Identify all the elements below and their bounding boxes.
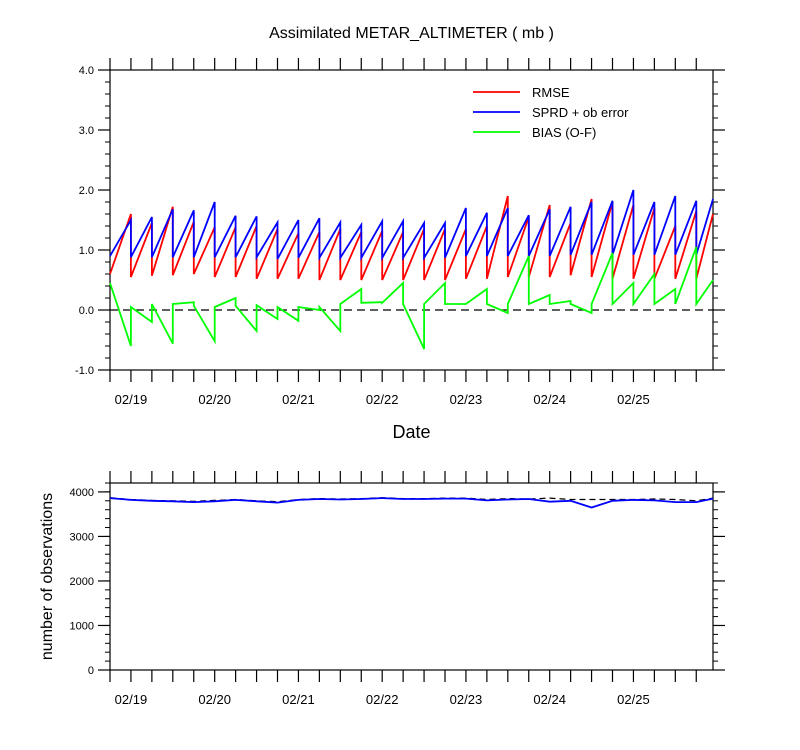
x-axis-label: Date xyxy=(392,422,430,442)
series-line-bias-o-f xyxy=(109,246,714,350)
x-tick-label: 02/25 xyxy=(617,692,650,707)
x-tick-label: 02/21 xyxy=(282,692,315,707)
x-tick-label: 02/20 xyxy=(198,392,231,407)
y-tick-label: 4.0 xyxy=(79,65,94,77)
x-tick-label: 02/22 xyxy=(366,392,399,407)
legend-label: SPRD + ob error xyxy=(532,105,629,120)
plot-frame xyxy=(109,482,714,671)
rmse-spread-bias-chart: -1.0 0.0 1.0 2.0 3.0 4.0 02/19 02/20 02/21 02/22 0… xyxy=(75,25,725,442)
x-tick-label: 02/19 xyxy=(115,692,148,707)
x-tick-label: 02/24 xyxy=(533,692,566,707)
y-tick-label: -1.0 xyxy=(75,365,94,377)
series-line-assimilated xyxy=(109,497,714,509)
y-tick-label: 1.0 xyxy=(79,245,94,257)
chart-title: Assimilated METAR_ALTIMETER ( mb ) xyxy=(269,25,554,42)
x-tick-label: 02/22 xyxy=(366,692,399,707)
observation-count-chart: 0 1000 2000 3000 4000 02/19 02/20 02/21 02/22 02/… xyxy=(39,471,725,707)
y-tick-label: 2000 xyxy=(70,576,94,588)
y-tick-label: 0.0 xyxy=(79,305,94,317)
x-tick-label: 02/24 xyxy=(533,392,566,407)
x-tick-label: 02/19 xyxy=(115,392,148,407)
y-tick-label: 0 xyxy=(88,665,94,677)
y-tick-label: 2.0 xyxy=(79,185,94,197)
y-tick-label: 3000 xyxy=(70,531,94,543)
y-tick-label: 4000 xyxy=(70,487,94,499)
series-line-sprd-ob-error xyxy=(109,189,714,262)
x-tick-label: 02/20 xyxy=(198,692,231,707)
x-tick-label: 02/23 xyxy=(450,692,483,707)
legend-label: RMSE xyxy=(532,85,570,100)
plot-frame xyxy=(109,69,714,371)
y-axis-label: number of observations xyxy=(39,493,56,660)
y-tick-label: 3.0 xyxy=(79,125,94,137)
legend-label: BIAS (O-F) xyxy=(532,125,596,140)
x-tick-label: 02/21 xyxy=(282,392,315,407)
y-tick-label: 1000 xyxy=(70,620,94,632)
x-tick-label: 02/23 xyxy=(450,392,483,407)
x-tick-label: 02/25 xyxy=(617,392,650,407)
